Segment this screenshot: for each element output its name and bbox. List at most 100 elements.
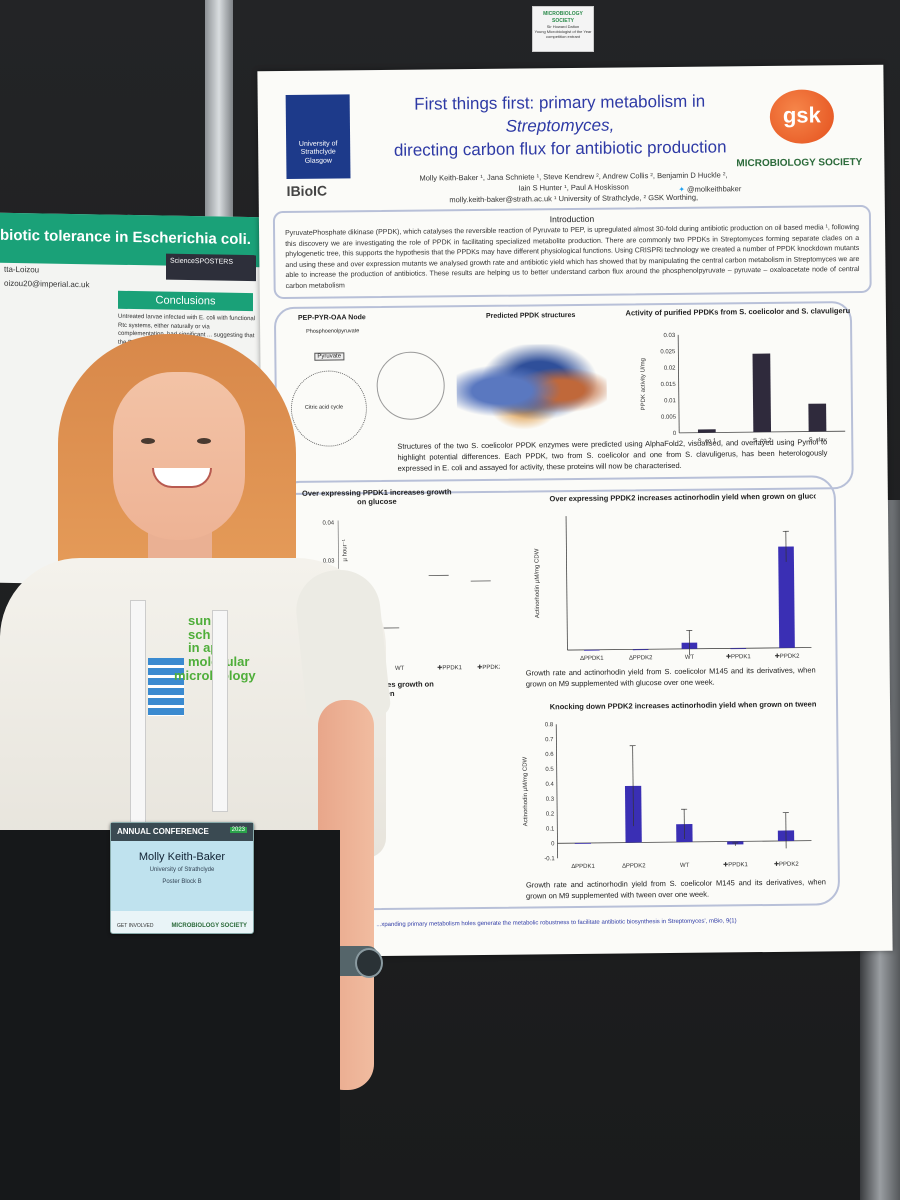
y-tick-label: 0.025 bbox=[660, 349, 676, 355]
protein-structure-image bbox=[456, 343, 608, 438]
x-tick-label: ∆PPDK1 bbox=[580, 655, 604, 662]
microbiology-society-logo: MICROBIOLOGY SOCIETY bbox=[736, 156, 863, 170]
bar-1 bbox=[752, 353, 772, 433]
twitter-handle-text: @molkeithbaker bbox=[686, 184, 742, 194]
badge-affiliation: University of Strathclyde bbox=[149, 867, 215, 873]
badge-name: Molly Keith-Baker bbox=[138, 851, 226, 863]
y-tick-label: 0.7 bbox=[545, 737, 554, 743]
lanyard-left bbox=[130, 600, 146, 832]
x-tick-label: S. co 2 bbox=[753, 438, 772, 444]
y-tick-label: 0.02 bbox=[664, 366, 676, 372]
y-tick-label: 0.1 bbox=[546, 826, 555, 832]
tween-caption: Growth rate and actinorhodin yield from … bbox=[525, 877, 826, 901]
tag-line2: Young Microbiologist of the Year bbox=[534, 29, 592, 35]
x-axis bbox=[557, 840, 812, 844]
y-tick-label: 0.03 bbox=[323, 559, 335, 565]
lanyard-right bbox=[212, 610, 228, 812]
left-eye bbox=[141, 438, 155, 444]
tag-line3: competition entrant bbox=[545, 34, 581, 40]
y-tick-label: 0.2 bbox=[546, 812, 555, 818]
y-tick-label: 0.01 bbox=[664, 398, 676, 404]
bar-3 bbox=[730, 648, 747, 650]
affiliations: ¹ University of Strathclyde, ² GSK Worth… bbox=[553, 192, 699, 203]
watch-icon bbox=[355, 948, 383, 978]
bar-0 bbox=[697, 429, 716, 433]
ppdk-activity-chart: 0 0.005 0.01 0.015 0.02 0.025 0.03 PPDK activit… bbox=[625, 306, 851, 445]
node-pep: Phosphoenolpyruvate bbox=[306, 328, 360, 335]
structures-caption: Structures of the two S. coelicolor PPDK… bbox=[397, 437, 828, 473]
bar-1 bbox=[632, 649, 649, 651]
x-tick-label: ∆PPDK2 bbox=[622, 862, 646, 869]
badge-society: MICROBIOLOGY SOCIETY bbox=[171, 923, 247, 929]
shirt-line2: sch bbox=[188, 626, 211, 642]
y-tick-label: 0 bbox=[673, 431, 677, 437]
error-bar-1 bbox=[632, 745, 634, 827]
chart-title: Activity of purified PPDKs from S. coeli… bbox=[625, 306, 851, 317]
y-tick-label: 0.03 bbox=[663, 333, 675, 339]
y-axis-label: Actinorhodin µM/mg CDW bbox=[534, 548, 541, 618]
glucose-caption: Growth rate and actinorhodin yield from … bbox=[525, 665, 816, 689]
science-posters-logo: ScienceSPOSTERS bbox=[166, 253, 256, 282]
shirt-stripe-graphic bbox=[148, 658, 184, 716]
title-line1: First things first: primary metabolism i… bbox=[414, 91, 706, 114]
y-axis-label: PPDK activity U/mg bbox=[640, 358, 647, 410]
left-poster-author: tta-Loizou bbox=[4, 264, 40, 275]
y-tick-label: 0.3 bbox=[546, 797, 555, 803]
face bbox=[113, 372, 245, 540]
bar-4 bbox=[778, 546, 795, 648]
y-tick-label: 0.005 bbox=[661, 415, 677, 421]
x-tick-label: S. clav bbox=[809, 437, 827, 443]
left-poster-email: oizou20@imperial.ac.uk bbox=[4, 278, 90, 290]
shirt-line1: sun bbox=[188, 613, 212, 628]
x-tick-label: ∆PPDK1 bbox=[571, 863, 595, 870]
competition-tag: MICROBIOLOGY SOCIETY Sir Howard Dalton Y… bbox=[532, 6, 594, 52]
gsk-logo: gsk bbox=[769, 89, 835, 144]
x-tick-label: ✚PPDK2 bbox=[775, 653, 800, 660]
y-tick-label: 0 bbox=[551, 841, 555, 847]
poster-title: First things first: primary metabolism i… bbox=[370, 90, 751, 163]
twitter-handle: ✦ @molkeithbaker bbox=[679, 184, 742, 194]
ibioic-logo: IBioIC bbox=[286, 182, 328, 200]
metal-pole bbox=[205, 0, 233, 230]
bar-0 bbox=[574, 842, 592, 844]
right-eye bbox=[197, 438, 211, 444]
y-axis bbox=[565, 516, 568, 651]
tag-title: MICROBIOLOGY SOCIETY bbox=[543, 11, 583, 24]
x-tick-label: ✚PPDK1 bbox=[723, 861, 748, 868]
x-tick-label: ∆PPDK2 bbox=[629, 654, 653, 661]
y-axis-label: Actinorhodin µM/mg CDW bbox=[523, 756, 530, 826]
bar-2 bbox=[808, 403, 827, 432]
title-line3: directing carbon flux for antibiotic pro… bbox=[393, 137, 727, 160]
bar-0 bbox=[584, 649, 600, 651]
x-tick-label: WT bbox=[395, 666, 405, 672]
chart-title: Knocking down PPDK2 increases actinorhod… bbox=[550, 699, 817, 711]
y-tick-label: 0.015 bbox=[661, 382, 677, 388]
badge-header: ANNUAL CONFERENCE bbox=[111, 823, 253, 841]
y-tick-label: 0.6 bbox=[545, 752, 554, 758]
y-tick-label: 0.04 bbox=[322, 521, 334, 527]
actinorhodin-tween-chart: Knocking down PPDK2 increases actinorhod… bbox=[523, 699, 817, 870]
badge-year: 2023 bbox=[229, 827, 247, 833]
y-tick-label: 0.5 bbox=[545, 767, 554, 773]
x-tick-label: ✚PPDK2 bbox=[774, 861, 799, 868]
x-tick-label: ✚PPDK1 bbox=[726, 653, 751, 660]
author-email: molly.keith-baker@strath.ac.uk bbox=[449, 193, 552, 205]
x-tick-label: S. co 1 bbox=[698, 439, 717, 445]
x-tick-label: WT bbox=[685, 655, 695, 661]
shirt-line4: molecular bbox=[188, 655, 268, 669]
actinorhodin-glucose-chart: Over expressing PPDK2 increases actinorh… bbox=[534, 491, 817, 662]
shirt-line3: in ap bbox=[188, 640, 219, 656]
node-title: PEP-PYR-OAA Node bbox=[297, 314, 366, 322]
x-tick-label: ✚PPDK2 bbox=[477, 664, 500, 671]
growth-glucose-title: Over expressing PPDK1 increases growth o… bbox=[301, 487, 452, 507]
node-pyruvate: Pyruvate bbox=[314, 352, 345, 361]
introduction-text: PyruvatePhosphate dikinase (PPDK), which… bbox=[285, 224, 860, 290]
conclusions-heading: Conclusions bbox=[118, 290, 253, 312]
y-axis bbox=[677, 334, 680, 433]
introduction-box: Introduction PyruvatePhosphate dikinase … bbox=[272, 204, 872, 300]
x-tick-label: ✚PPDK1 bbox=[437, 664, 462, 671]
structures-title: Predicted PPDK structures bbox=[485, 311, 576, 320]
tag-line1: Sir Howard Dalton bbox=[546, 24, 580, 29]
badge-footer: GET INVOLVED bbox=[117, 923, 154, 929]
shirt-print: sun sch in ap molecular microbiology bbox=[148, 614, 268, 682]
